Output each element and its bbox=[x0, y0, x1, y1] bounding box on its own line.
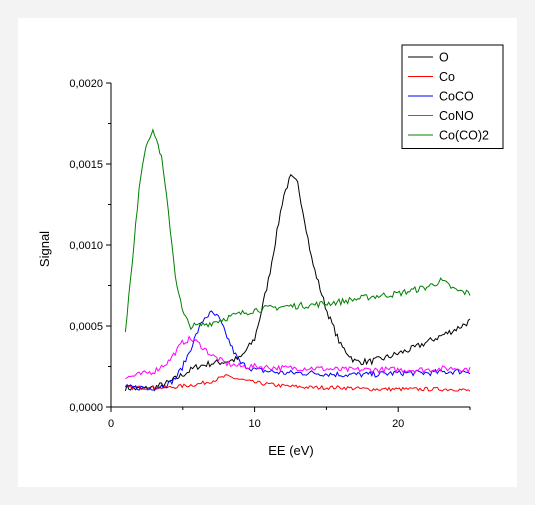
series-line-coco bbox=[125, 310, 471, 391]
y-tick-label: 0,0010 bbox=[69, 240, 103, 252]
legend-entry: CoCO bbox=[439, 90, 474, 104]
series-line-cono bbox=[125, 335, 471, 380]
series-line-co-co-2 bbox=[124, 128, 471, 332]
legend-entry: CoNO bbox=[439, 109, 474, 123]
y-axis-label: Signal bbox=[37, 231, 52, 267]
y-tick-label: 0,0015 bbox=[69, 159, 103, 171]
legend-entry: Co bbox=[439, 70, 455, 84]
x-axis-label: EE (eV) bbox=[268, 443, 314, 458]
series-line-co bbox=[125, 374, 471, 392]
legend-entry: O bbox=[439, 51, 449, 65]
legend-box bbox=[401, 44, 504, 149]
line-chart: 0 10 20 0,0000 0,0005 0,0010 0,0015 0,0020 EE (… bbox=[37, 44, 504, 458]
legend: O Co CoCO CoNO Co(CO)2 bbox=[401, 44, 504, 149]
series-line-o bbox=[124, 173, 471, 392]
chart-frame: 0 10 20 0,0000 0,0005 0,0010 0,0015 0,0020 EE (… bbox=[18, 18, 517, 487]
y-tick-label: 0,0020 bbox=[69, 78, 103, 90]
y-tick-label: 0,0000 bbox=[69, 402, 103, 414]
x-tick-label: 10 bbox=[248, 418, 260, 430]
x-tick-label: 20 bbox=[392, 418, 404, 430]
plot-lines bbox=[124, 128, 471, 392]
y-tick-label: 0,0005 bbox=[69, 321, 103, 333]
axes: 0 10 20 0,0000 0,0005 0,0010 0,0015 0,0020 bbox=[69, 78, 471, 430]
x-tick-label: 0 bbox=[108, 418, 114, 430]
legend-entry: Co(CO)2 bbox=[439, 129, 489, 143]
